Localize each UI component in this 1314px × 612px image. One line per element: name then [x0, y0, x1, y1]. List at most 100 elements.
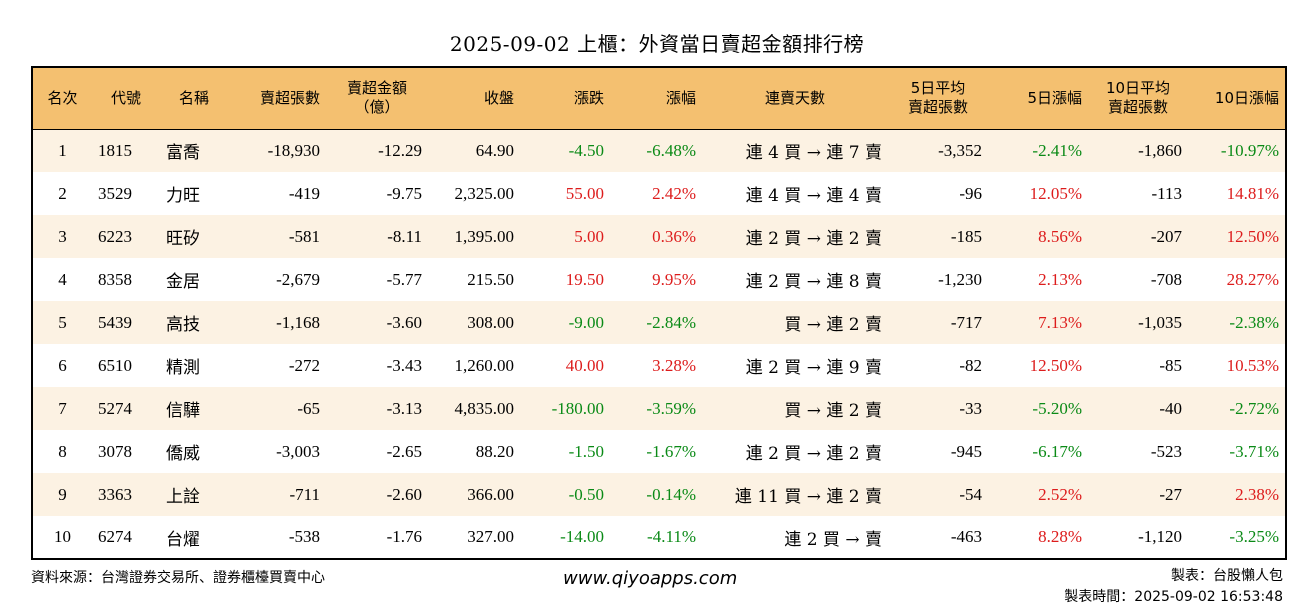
table-row: 8 3078 僑威 -3,003 -2.65 88.20 -1.50 -1.67% 連 2 買 … [32, 430, 1286, 473]
cell-rank: 10 [54, 527, 71, 546]
cell-10d-avg: -85 [1159, 355, 1182, 375]
cell-sell-amount: -9.75 [386, 183, 422, 203]
cell-change-pct: 0.36% [652, 226, 696, 246]
col-header-name: 名稱 [160, 67, 228, 130]
cell-rank: 6 [58, 355, 67, 375]
col-header-sell-volume: 賣超張數 [228, 67, 326, 130]
cell-change: 19.50 [565, 269, 604, 289]
cell-close: 1,260.00 [454, 355, 515, 375]
cell-10d-avg: -708 [1150, 269, 1182, 289]
maker-info: 製表：台股懶人包 製表時間：2025-09-02 16:53:48 [1064, 566, 1283, 608]
cell-rank: 5 [58, 312, 67, 332]
made-time: 製表時間：2025-09-02 16:53:48 [1064, 589, 1283, 605]
cell-10d-pct: 12.50% [1226, 226, 1279, 246]
cell-change-pct: 2.42% [652, 183, 696, 203]
cell-sell-amount: -12.29 [378, 140, 422, 160]
page-title: 2025-09-02 上櫃：外資當日賣超金額排行榜 [449, 32, 865, 56]
cell-sell-days: 連 11 買 → 連 2 賣 [734, 487, 882, 507]
cell-change-pct: 3.28% [652, 355, 696, 375]
cell-change: -14.00 [560, 527, 604, 546]
table-row: 7 5274 信驊 -65 -3.13 4,835.00 -180.00 -3.59% 買 → … [32, 387, 1286, 430]
cell-5d-pct: 12.50% [1029, 355, 1082, 375]
col-header-change-pct: 漲幅 [610, 67, 702, 130]
cell-5d-pct: 2.52% [1038, 484, 1082, 504]
cell-5d-avg: -96 [959, 183, 982, 203]
table-row: 9 3363 上詮 -711 -2.60 366.00 -0.50 -0.14% 連 11 買 … [32, 473, 1286, 516]
cell-close: 366.00 [467, 484, 514, 504]
cell-close: 308.00 [467, 312, 514, 332]
cell-10d-pct: 28.27% [1226, 269, 1279, 289]
cell-10d-pct: -3.71% [1229, 441, 1279, 461]
cell-name: 信驊 [166, 401, 200, 421]
cell-10d-avg: -113 [1151, 183, 1182, 203]
cell-sell-amount: -5.77 [386, 269, 422, 289]
cell-5d-avg: -945 [950, 441, 982, 461]
cell-change: 40.00 [565, 355, 604, 375]
table-row: 6 6510 精測 -272 -3.43 1,260.00 40.00 3.28% 連 2 買 … [32, 344, 1286, 387]
cell-name: 力旺 [166, 186, 200, 206]
cell-code: 3363 [98, 484, 132, 504]
cell-name: 高技 [166, 315, 200, 335]
cell-5d-pct: 2.13% [1038, 269, 1082, 289]
cell-rank: 2 [58, 183, 67, 203]
cell-5d-pct: -5.20% [1032, 398, 1082, 418]
cell-sell-volume: -581 [288, 226, 320, 246]
col-header-change: 漲跌 [520, 67, 610, 130]
table-row: 10 6274 台燿 -538 -1.76 327.00 -14.00 -4.11% 連 2 買… [32, 516, 1286, 559]
cell-10d-pct: 2.38% [1235, 484, 1279, 504]
cell-sell-days: 連 4 買 → 連 4 賣 [745, 186, 882, 206]
cell-5d-avg: -54 [959, 484, 982, 504]
cell-10d-avg: -1,120 [1138, 527, 1182, 546]
cell-sell-days: 連 2 買 → 連 8 賣 [745, 272, 882, 292]
cell-sell-volume: -1,168 [276, 312, 320, 332]
cell-close: 64.90 [475, 140, 514, 160]
cell-close: 2,325.00 [454, 183, 515, 203]
cell-change-pct: -6.48% [646, 140, 696, 160]
cell-rank: 1 [58, 140, 67, 160]
website-url: www.qiyoapps.com [563, 568, 738, 589]
cell-5d-pct: 7.13% [1038, 312, 1082, 332]
cell-close: 4,835.00 [454, 398, 515, 418]
cell-close: 327.00 [467, 527, 514, 546]
col-header-sell-amount: 賣超金額 （億） [326, 67, 428, 130]
cell-5d-avg: -82 [959, 355, 982, 375]
cell-change-pct: -0.14% [646, 484, 696, 504]
cell-sell-volume: -711 [289, 484, 320, 504]
cell-name: 旺矽 [166, 229, 200, 249]
cell-sell-amount: -2.60 [386, 484, 422, 504]
col-header-5d-avg: 5日平均 賣超張數 [888, 67, 988, 130]
cell-5d-pct: -2.41% [1032, 140, 1082, 160]
cell-5d-avg: -1,230 [938, 269, 982, 289]
cell-change: -180.00 [551, 398, 604, 418]
cell-sell-days: 連 2 買 → 賣 [784, 529, 882, 550]
cell-change-pct: -4.11% [647, 527, 696, 546]
cell-5d-avg: -3,352 [938, 140, 982, 160]
col-header-rank: 名次 [32, 67, 92, 130]
cell-change: -0.50 [568, 484, 604, 504]
cell-10d-pct: 10.53% [1226, 355, 1279, 375]
cell-rank: 8 [58, 441, 67, 461]
cell-10d-pct: -2.38% [1229, 312, 1279, 332]
cell-sell-volume: -2,679 [276, 269, 320, 289]
cell-change: -1.50 [568, 441, 604, 461]
cell-sell-days: 連 4 買 → 連 7 賣 [745, 143, 882, 164]
table-row: 3 6223 旺矽 -581 -8.11 1,395.00 5.00 0.36% 連 2 買 →… [32, 215, 1286, 258]
cell-change-pct: 9.95% [652, 269, 696, 289]
cell-code: 1815 [98, 140, 132, 160]
cell-10d-pct: -10.97% [1220, 140, 1279, 160]
cell-10d-avg: -40 [1159, 398, 1182, 418]
cell-change: -4.50 [568, 140, 604, 160]
cell-sell-amount: -1.76 [386, 527, 422, 546]
cell-rank: 7 [58, 398, 67, 418]
maker-label: 製表：台股懶人包 [1171, 568, 1283, 584]
table-row: 4 8358 金居 -2,679 -5.77 215.50 19.50 9.95% 連 2 買 … [32, 258, 1286, 301]
cell-rank: 4 [58, 269, 67, 289]
cell-code: 6510 [98, 355, 132, 375]
cell-5d-pct: 8.28% [1038, 527, 1082, 546]
cell-sell-amount: -3.60 [386, 312, 422, 332]
cell-code: 5439 [98, 312, 132, 332]
cell-code: 6223 [98, 226, 132, 246]
cell-name: 富喬 [166, 143, 200, 164]
cell-sell-days: 連 2 買 → 連 9 賣 [745, 358, 882, 378]
cell-sell-volume: -419 [288, 183, 320, 203]
